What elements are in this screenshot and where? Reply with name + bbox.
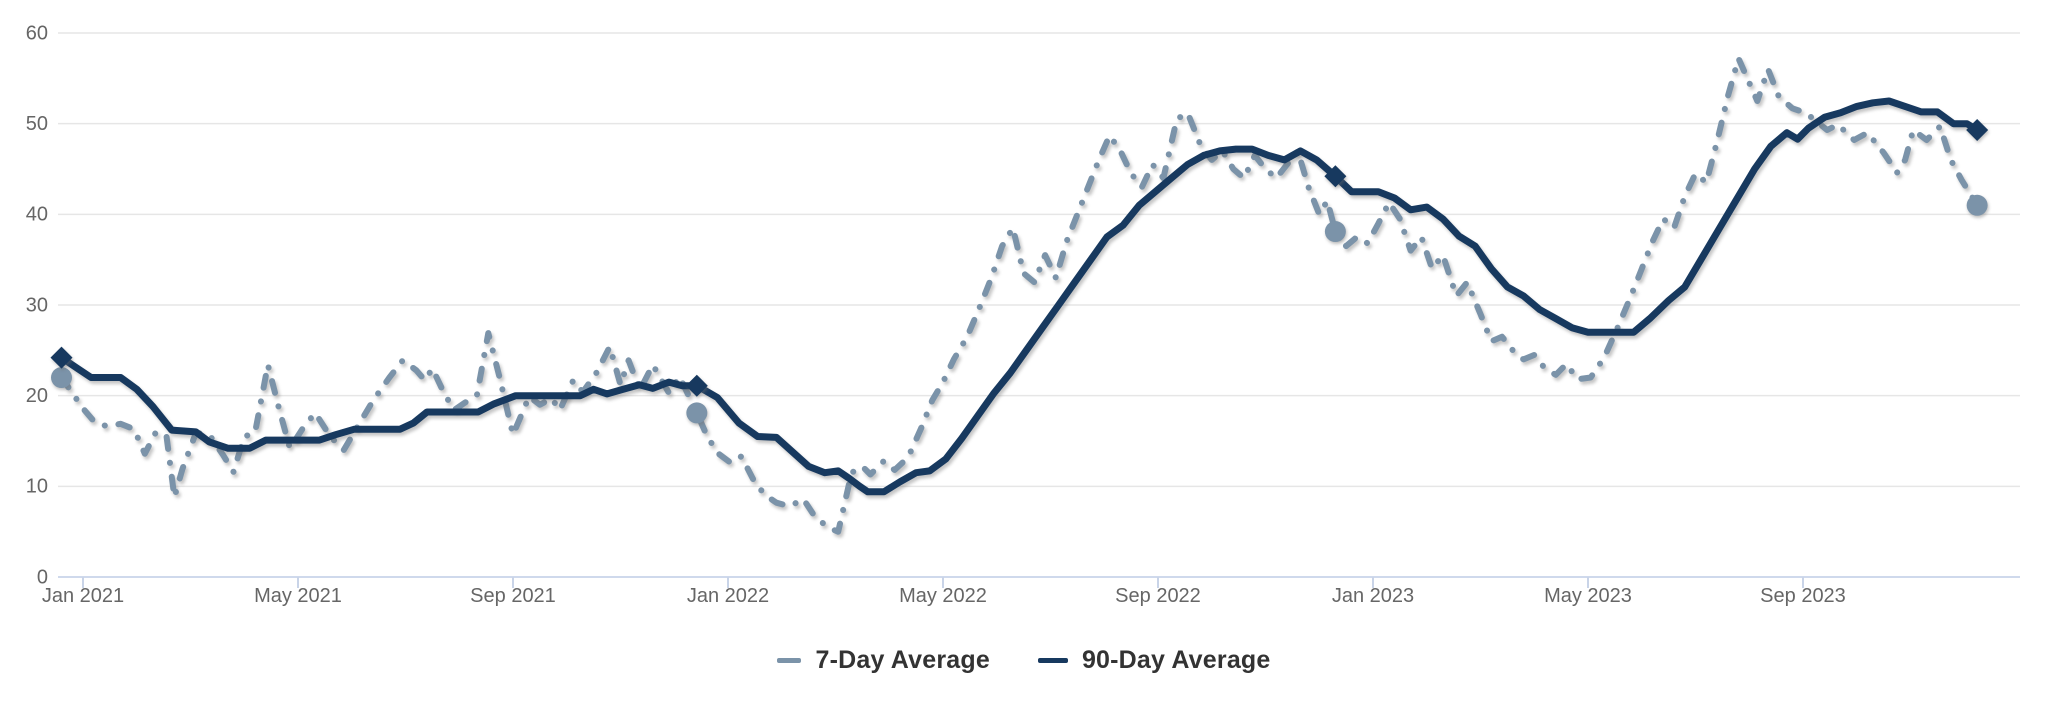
y-axis-label-50: 50 — [26, 113, 48, 135]
data-point-marker-diamond[interactable] — [1324, 165, 1347, 188]
data-point-marker-diamond[interactable] — [685, 374, 708, 397]
x-axis-label-Sep-2021: Sep 2021 — [470, 585, 556, 607]
y-axis-label-30: 30 — [26, 294, 48, 316]
legend-item-7-day-average[interactable]: 7-Day Average — [777, 646, 990, 675]
chart-legend: 7-Day Average 90-Day Average — [0, 646, 2048, 675]
y-axis-label-0: 0 — [37, 566, 48, 588]
y-axis-label-20: 20 — [26, 385, 48, 407]
legend-label-90-day: 90-Day Average — [1081, 646, 1271, 674]
x-axis-label-Sep-2023: Sep 2023 — [1760, 585, 1846, 607]
90-day-average-line-swatch-icon — [1037, 658, 1068, 663]
data-point-marker-circle[interactable] — [1324, 221, 1346, 243]
data-point-marker-circle[interactable] — [1966, 194, 1988, 216]
y-axis-label-10: 10 — [26, 476, 48, 498]
data-point-marker-diamond[interactable] — [1966, 119, 1989, 142]
x-axis-label-Jan-2021: Jan 2021 — [42, 585, 124, 607]
y-axis-label-60: 60 — [26, 22, 48, 44]
x-axis-label-May-2023: May 2023 — [1544, 585, 1632, 607]
data-point-marker-diamond[interactable] — [50, 346, 73, 369]
data-point-marker-circle[interactable] — [51, 367, 72, 389]
data-point-marker-circle[interactable] — [686, 402, 708, 424]
y-axis-label-40: 40 — [26, 204, 48, 226]
series-line-90-day-average[interactable] — [59, 97, 1980, 496]
x-axis-label-Jan-2022: Jan 2022 — [687, 585, 769, 607]
7-day-average-dash-swatch-icon — [777, 658, 802, 663]
x-axis-label-May-2022: May 2022 — [899, 585, 987, 607]
x-axis-label-Sep-2022: Sep 2022 — [1115, 585, 1201, 607]
series-line-7-day-average[interactable] — [58, 55, 1981, 535]
x-axis-label-May-2021: May 2021 — [254, 585, 342, 607]
legend-item-90-day-average[interactable]: 90-Day Average — [1037, 646, 1271, 675]
x-axis-label-Jan-2023: Jan 2023 — [1332, 585, 1414, 607]
legend-label-7-day: 7-Day Average — [815, 646, 990, 674]
